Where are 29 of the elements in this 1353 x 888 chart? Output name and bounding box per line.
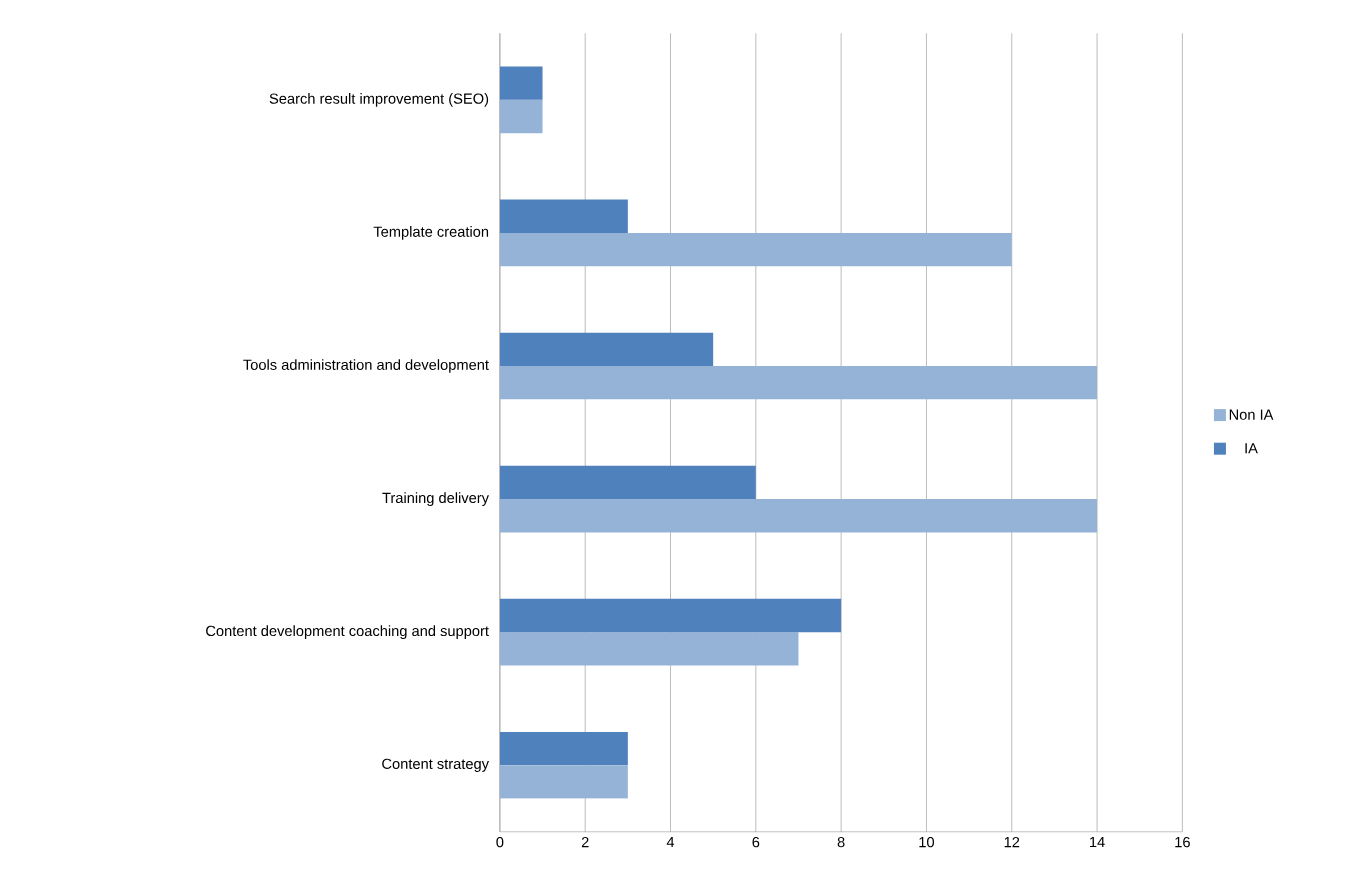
- x-tick-label: 16: [1175, 837, 1190, 848]
- y-tick-label: Content strategy: [382, 758, 489, 772]
- bar: [499, 366, 1098, 400]
- x-tick-label: 0: [496, 837, 504, 848]
- y-tick-label: Template creation: [373, 226, 489, 240]
- bar: [499, 233, 1012, 267]
- x-tick-label: 2: [581, 837, 589, 848]
- bar: [499, 632, 799, 666]
- bar: [499, 66, 543, 100]
- y-tick-label: Tools administration and development: [243, 359, 489, 373]
- bar: [499, 465, 756, 500]
- legend-label: IA: [1245, 443, 1258, 454]
- bar: [499, 765, 628, 799]
- x-tick-label: 14: [1090, 837, 1105, 848]
- x-tick-label: 4: [666, 837, 675, 848]
- y-tick-label: Training delivery: [382, 492, 489, 507]
- x-tick-label: 10: [919, 837, 935, 848]
- bar: [499, 598, 842, 633]
- y-tick-label: Search result improvement (SEO): [269, 93, 489, 107]
- bar: [499, 732, 628, 766]
- x-tick-label: 12: [1004, 837, 1020, 848]
- bar: [499, 499, 1098, 533]
- legend-label: Non IA: [1229, 409, 1274, 420]
- x-tick-label: 6: [752, 837, 760, 848]
- bar: [499, 199, 628, 234]
- bar: [499, 99, 543, 134]
- bar: [499, 332, 714, 367]
- y-tick-label: Content development coaching and support: [206, 625, 489, 640]
- x-tick-label: 8: [837, 837, 845, 848]
